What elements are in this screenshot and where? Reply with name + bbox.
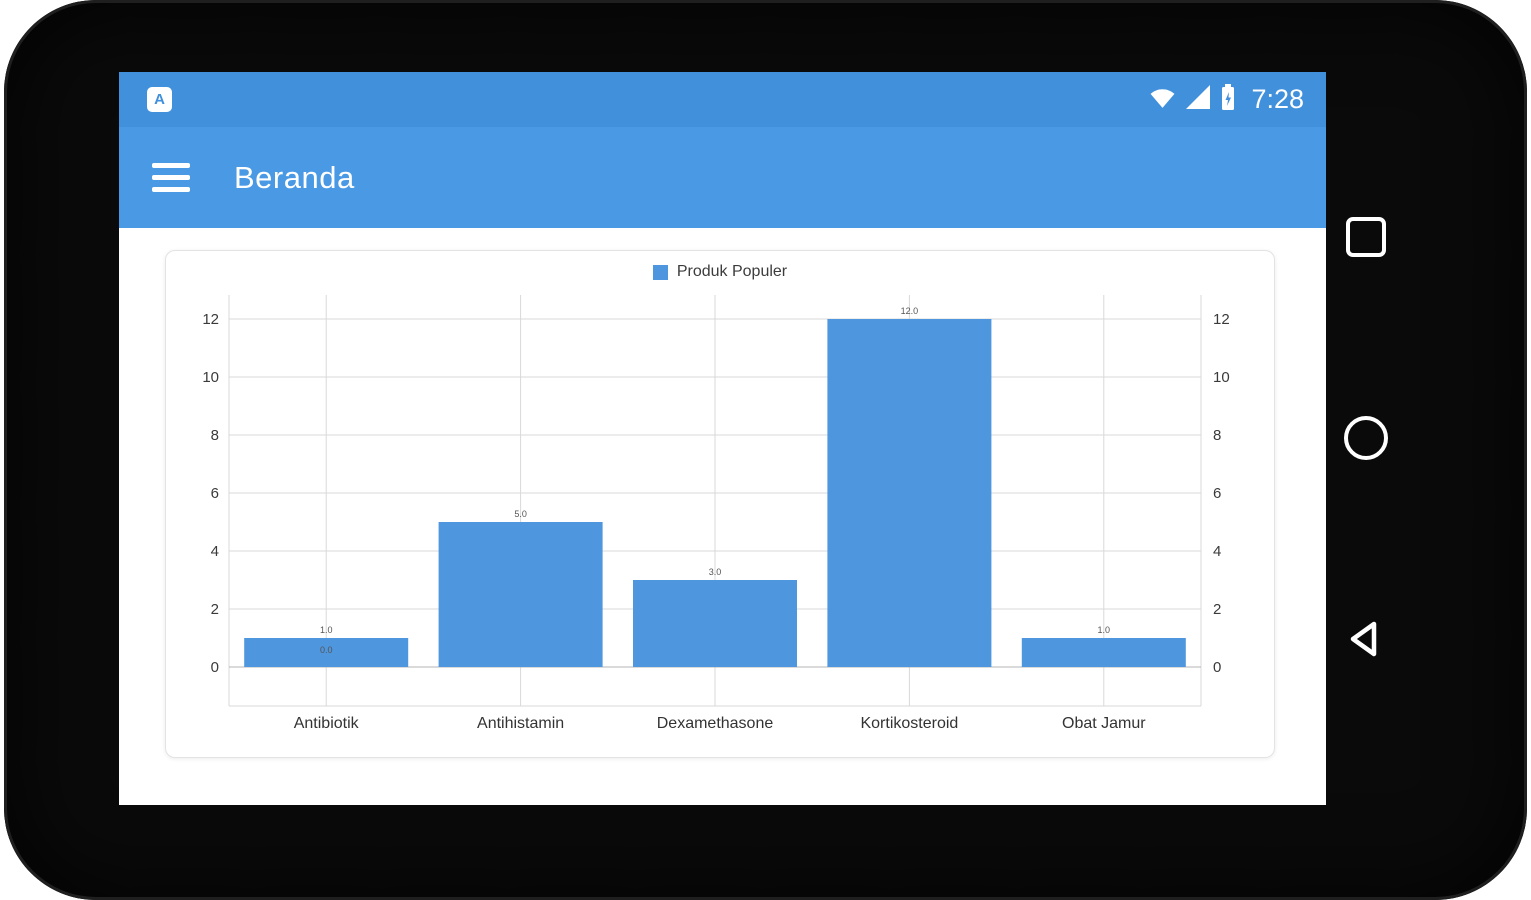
- device-screen: A 7:28: [119, 72, 1326, 805]
- svg-text:4: 4: [211, 543, 219, 560]
- svg-text:Obat Jamur: Obat Jamur: [1062, 715, 1146, 732]
- status-icons: 7:28: [1149, 83, 1304, 116]
- app-notification-badge: A: [147, 87, 172, 112]
- svg-text:12: 12: [202, 311, 219, 328]
- chart-legend[interactable]: Produk Populer: [166, 263, 1274, 281]
- content-area: Produk Populer 0 0 2 2 4 4 6 6 8 8 10 10 12 12 1.0 5.0 3…: [119, 228, 1326, 805]
- signal-icon: [1186, 85, 1211, 114]
- back-button[interactable]: [1344, 617, 1388, 661]
- svg-text:6: 6: [211, 485, 219, 502]
- page-title: Beranda: [234, 159, 355, 195]
- svg-text:2: 2: [1213, 601, 1221, 618]
- svg-text:5.0: 5.0: [514, 509, 527, 519]
- menu-icon: [152, 163, 190, 168]
- status-clock: 7:28: [1251, 84, 1304, 114]
- svg-text:Kortikosteroid: Kortikosteroid: [860, 715, 958, 732]
- svg-text:12: 12: [1213, 311, 1230, 328]
- svg-text:10: 10: [202, 369, 219, 386]
- svg-text:Dexamethasone: Dexamethasone: [657, 715, 774, 732]
- svg-text:8: 8: [211, 427, 219, 444]
- home-button[interactable]: [1344, 416, 1388, 460]
- svg-text:0: 0: [211, 659, 219, 676]
- menu-button[interactable]: [152, 163, 190, 192]
- app-bar: Beranda: [119, 127, 1326, 228]
- chart-card: Produk Populer 0 0 2 2 4 4 6 6 8 8 10 10 12 12 1.0 5.0 3…: [165, 250, 1275, 758]
- svg-text:12.0: 12.0: [901, 306, 919, 316]
- bar-chart[interactable]: 0 0 2 2 4 4 6 6 8 8 10 10 12 12 1.0 5.0 3.0 12.0 1.0 0.0 Ant…: [166, 287, 1276, 757]
- svg-text:4: 4: [1213, 543, 1221, 560]
- svg-text:1.0: 1.0: [320, 625, 333, 635]
- legend-swatch: [652, 264, 668, 280]
- back-icon: [1350, 621, 1377, 657]
- svg-text:8: 8: [1213, 427, 1221, 444]
- svg-text:10: 10: [1213, 369, 1230, 386]
- svg-text:Antibiotik: Antibiotik: [294, 715, 360, 732]
- svg-text:0: 0: [1213, 659, 1221, 676]
- svg-text:3.0: 3.0: [709, 567, 722, 577]
- svg-text:6: 6: [1213, 485, 1221, 502]
- svg-text:Antihistamin: Antihistamin: [477, 715, 564, 732]
- wifi-icon: [1149, 86, 1176, 114]
- svg-text:0.0: 0.0: [320, 645, 333, 655]
- battery-charging-icon: [1220, 83, 1236, 116]
- svg-text:2: 2: [211, 601, 219, 618]
- recents-button[interactable]: [1346, 217, 1386, 257]
- svg-text:1.0: 1.0: [1098, 625, 1111, 635]
- status-bar: A 7:28: [119, 72, 1326, 127]
- legend-label: Produk Populer: [676, 263, 788, 280]
